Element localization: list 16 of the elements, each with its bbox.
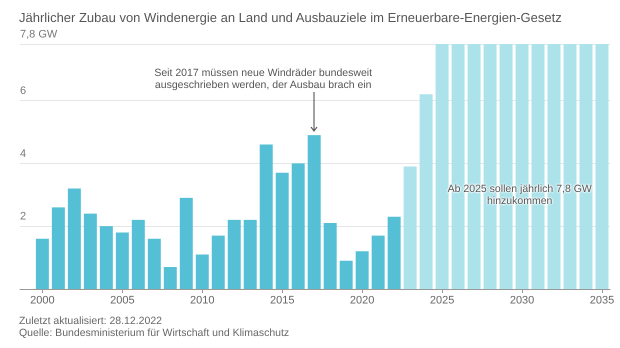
- y-tick-label: 7,8 GW: [20, 28, 58, 40]
- y-tick-label: 4: [20, 148, 26, 160]
- annotation: Seit 2017 müssen neue Windräder bundesweit ausgeschrieben werden, der Ausbau brach ein: [153, 67, 374, 92]
- x-tick-label: 2000: [30, 294, 55, 306]
- x-tick-label: 2015: [270, 294, 294, 306]
- chart-title: Jährlicher Zubau von Windenergie an Land und Ausbauziele im Erneuerbare-Energien-Gesetz: [19, 10, 562, 26]
- y-tick-label: 6: [20, 85, 26, 98]
- x-tick-label: 2025: [430, 294, 454, 306]
- x-tick-label: 2020: [350, 294, 374, 306]
- x-tick-label: 2005: [110, 294, 135, 306]
- x-tick-label: 2010: [190, 294, 215, 306]
- x-tick-label: 2030: [510, 294, 534, 306]
- source-note: Quelle: Bundesministerium für Wirtschaft und Klimaschutz: [19, 327, 290, 339]
- x-tick-label: 2035: [590, 294, 614, 306]
- y-tick-label: 2: [20, 210, 26, 223]
- text: Zuletzt aktualisiert: 28.12.2022: [19, 315, 162, 327]
